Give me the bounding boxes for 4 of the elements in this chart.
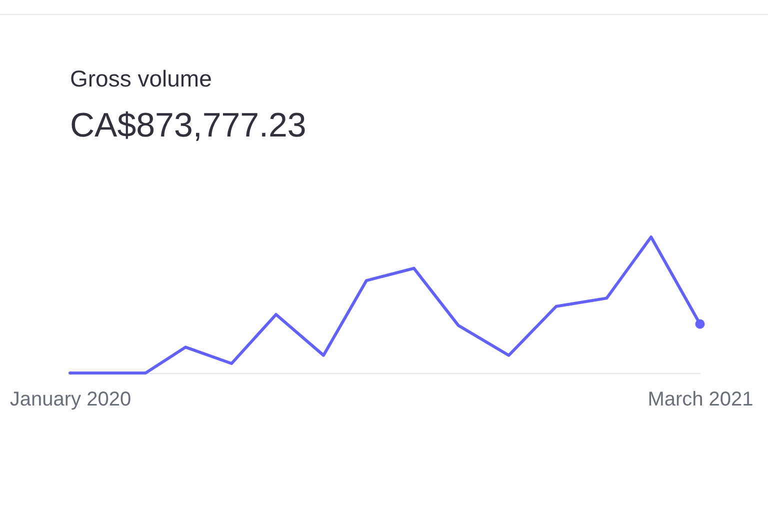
chart-title: Gross volume <box>70 66 212 92</box>
x-tick-label: January 2020 <box>10 388 132 410</box>
chart-subtitle: CA$873,777.23 <box>70 106 306 144</box>
x-tick-label: March 2021 <box>648 388 754 410</box>
